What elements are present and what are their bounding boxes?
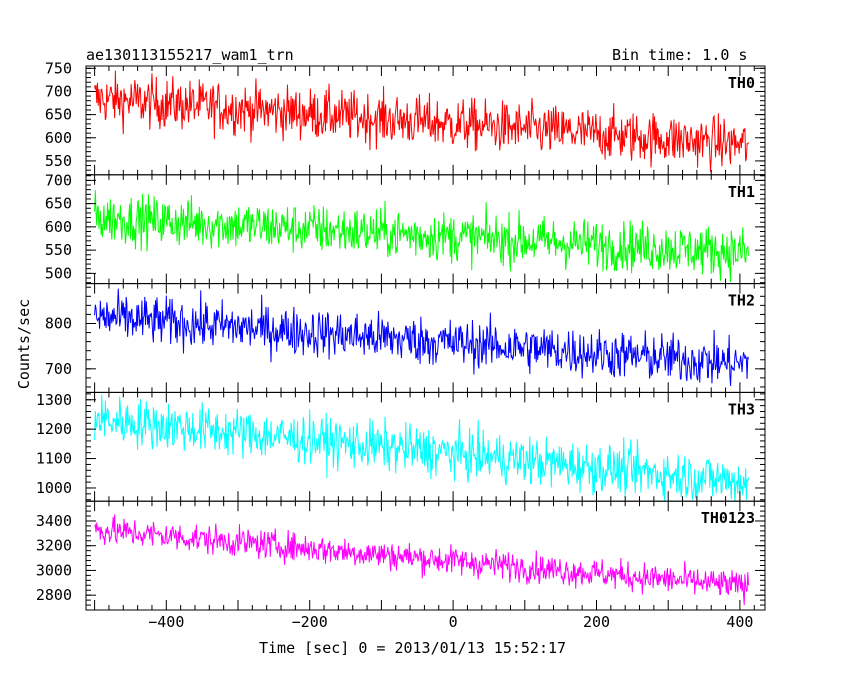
y-tick-label: 700 [45, 171, 72, 189]
y-tick-label: 1000 [36, 479, 72, 497]
y-tick-label: 500 [45, 264, 72, 282]
y-tick-label: 1100 [36, 450, 72, 468]
x-axis-label: Time [sec] 0 = 2013/01/13 15:52:17 [259, 639, 567, 657]
y-tick-label: 3200 [36, 537, 72, 555]
series-line-th0123 [94, 514, 750, 606]
chart-title: ae130113155217_wam1_trn [86, 46, 294, 64]
y-tick-label: 1200 [36, 420, 72, 438]
panel-frame-th1 [85, 174, 766, 285]
x-tick-label: −400 [148, 613, 184, 631]
y-tick-label: 650 [45, 195, 72, 213]
x-tick-label: 200 [583, 613, 610, 631]
y-tick-label: 600 [45, 218, 72, 236]
y-tick-label: 700 [45, 360, 72, 378]
y-tick-label: 2800 [36, 586, 72, 604]
panel-label-th1: TH1 [728, 183, 755, 201]
x-tick-label: 400 [726, 613, 753, 631]
y-axis-label: Counts/sec [15, 298, 33, 390]
y-tick-label: 1300 [36, 391, 72, 409]
series-line-th0 [94, 70, 749, 172]
panel-label-th0123: TH0123 [701, 509, 755, 527]
y-tick-label: 3000 [36, 561, 72, 579]
y-tick-label: 750 [45, 59, 72, 77]
series-line-th3 [94, 394, 750, 502]
series-line-th2 [94, 288, 749, 386]
y-tick-label: 600 [45, 129, 72, 147]
y-tick-label: 800 [45, 314, 72, 332]
x-tick-label: 0 [449, 613, 458, 631]
y-tick-label: 650 [45, 106, 72, 124]
y-tick-label: 550 [45, 152, 72, 170]
series-line-th1 [94, 190, 750, 283]
y-tick-label: 550 [45, 241, 72, 259]
panel-label-th3: TH3 [728, 400, 755, 418]
y-tick-label: 3400 [36, 512, 72, 530]
y-tick-label: 700 [45, 82, 72, 100]
panel-label-th0: TH0 [728, 74, 755, 92]
x-tick-label: −200 [292, 613, 328, 631]
bin-time-label: Bin time: 1.0 s [612, 46, 748, 64]
panel-label-th2: TH2 [728, 292, 755, 310]
